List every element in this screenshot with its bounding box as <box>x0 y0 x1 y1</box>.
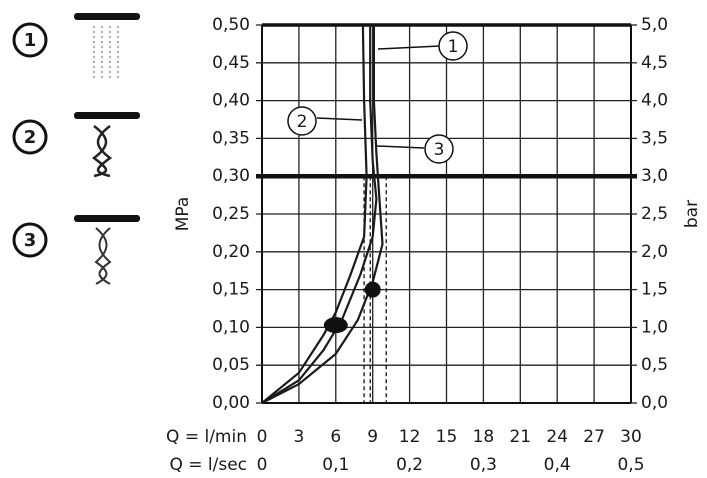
y2-tick-label: 3,0 <box>641 166 668 186</box>
x2-tick-label: 0,1 <box>322 455 349 475</box>
callout-leader <box>376 145 425 149</box>
x-tick-label: 27 <box>583 427 605 447</box>
legend-badge <box>12 119 48 155</box>
callout-label: 3 <box>434 140 445 160</box>
y-tick-label: 0,15 <box>212 280 250 300</box>
y-axis-label: MPa <box>173 197 193 232</box>
y2-tick-label: 1,0 <box>641 317 668 337</box>
y2-tick-label: 2,5 <box>641 204 668 224</box>
y2-tick-label: 2,0 <box>641 242 668 262</box>
callout-label: 2 <box>297 112 308 132</box>
callout-circle <box>438 31 468 61</box>
x-tick-label: 21 <box>509 427 531 447</box>
y2-tick-label: 4,0 <box>641 91 668 111</box>
callout-label: 1 <box>448 37 459 57</box>
callout-leader <box>316 117 363 121</box>
x-axis-label: Q = l/min <box>166 427 247 447</box>
icon-head <box>74 13 140 20</box>
icon-spray <box>94 227 112 285</box>
legend-badge <box>12 222 48 258</box>
x2-axis-label: Q = l/sec <box>169 455 247 475</box>
y-tick-label: 0,00 <box>212 393 250 413</box>
point-marker <box>364 281 381 298</box>
x-tick-label: 0 <box>257 427 268 447</box>
icon-spray <box>93 26 119 80</box>
x-tick-label: 9 <box>367 427 378 447</box>
y-tick-label: 0,30 <box>212 166 250 186</box>
legend-label: 3 <box>24 230 37 251</box>
y2-tick-label: 4,5 <box>641 53 668 73</box>
x-tick-label: 12 <box>399 427 421 447</box>
y-tick-label: 0,45 <box>212 53 250 73</box>
legend-label: 2 <box>24 127 37 148</box>
callout-circle <box>287 106 317 136</box>
y2-axis-label: bar <box>682 200 702 228</box>
icon-head <box>74 112 140 119</box>
icon-head <box>74 215 140 222</box>
y-tick-label: 0,40 <box>212 91 250 111</box>
x2-tick-label: 0,4 <box>544 455 571 475</box>
legend: 1 2 3 <box>12 13 140 285</box>
x-tick-label: 18 <box>473 427 495 447</box>
x-tick-label: 30 <box>620 427 642 447</box>
x2-tick-label: 0,3 <box>470 455 497 475</box>
point-marker <box>323 317 348 334</box>
y-tick-label: 0,25 <box>212 204 250 224</box>
x-tick-label: 6 <box>330 427 341 447</box>
x-tick-label: 15 <box>436 427 458 447</box>
x2-tick-label: 0 <box>257 455 268 475</box>
y2-tick-label: 0,5 <box>641 355 668 375</box>
y2-tick-label: 5,0 <box>641 15 668 35</box>
series-line <box>261 25 384 404</box>
y-tick-label: 0,10 <box>212 317 250 337</box>
icon-spray <box>91 125 113 178</box>
y2-tick-label: 3,5 <box>641 128 668 148</box>
series-line <box>261 25 378 404</box>
x-tick-label: 3 <box>293 427 304 447</box>
legend-badge <box>12 22 48 58</box>
y-tick-label: 0,05 <box>212 355 250 375</box>
legend-label: 1 <box>24 30 37 51</box>
x2-tick-label: 0,2 <box>396 455 423 475</box>
x-tick-label: 24 <box>546 427 568 447</box>
y2-tick-label: 0,0 <box>641 393 668 413</box>
x2-tick-label: 0,5 <box>617 455 644 475</box>
y-tick-label: 0,20 <box>212 242 250 262</box>
callout-leader <box>377 45 441 50</box>
series-line <box>261 24 368 404</box>
y-tick-label: 0,35 <box>212 128 250 148</box>
callout-circle <box>424 134 454 164</box>
y2-tick-label: 1,5 <box>641 280 668 300</box>
y-tick-label: 0,50 <box>212 15 250 35</box>
